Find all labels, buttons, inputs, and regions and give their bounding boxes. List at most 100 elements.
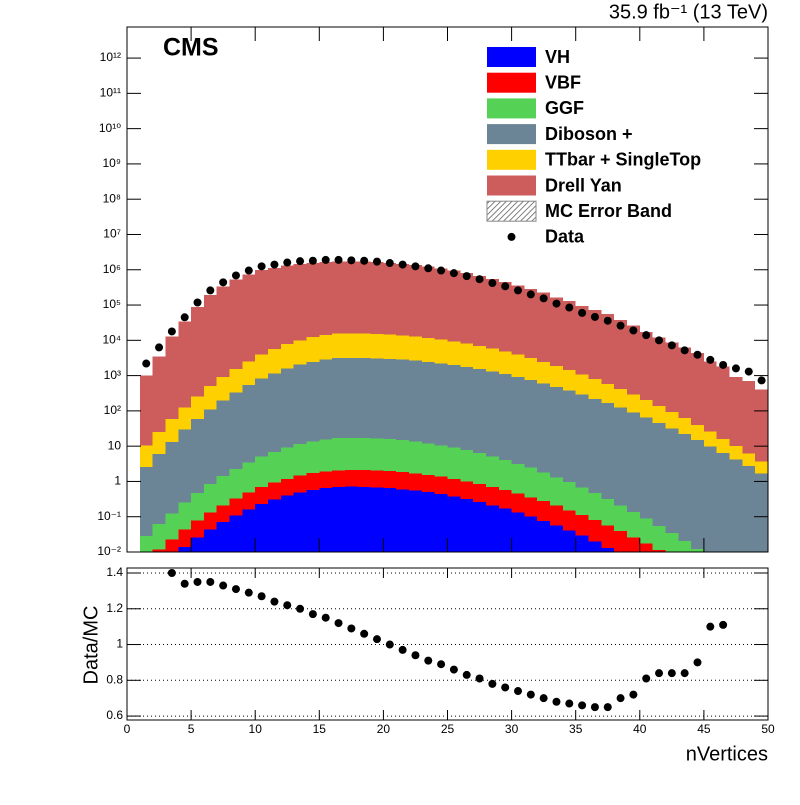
histogram-bar (216, 521, 230, 552)
ratio-point (578, 701, 587, 710)
ratio-point (655, 669, 664, 678)
histogram-bar (344, 486, 358, 552)
histogram-bar (485, 456, 499, 487)
histogram-bar (152, 549, 166, 552)
x-tick-label: 0 (124, 722, 131, 736)
histogram-bar (742, 466, 756, 552)
histogram-bar (691, 571, 704, 598)
histogram-bar (152, 432, 166, 454)
y-tick-label: 10⁻² (97, 544, 121, 558)
histogram-bar (716, 438, 730, 453)
histogram-bar (383, 439, 397, 472)
histogram-bar (139, 467, 153, 536)
histogram-bar (178, 429, 192, 503)
histogram-bar (704, 552, 717, 606)
histogram-bar (421, 443, 435, 475)
histogram-bar (473, 275, 486, 347)
histogram-bar (550, 386, 563, 478)
histogram-bar (575, 374, 589, 395)
histogram-bar (639, 518, 653, 544)
histogram-bar (409, 265, 422, 337)
histogram-bar (139, 375, 153, 446)
legend-label: VH (545, 47, 570, 67)
histogram-bar (152, 356, 166, 433)
histogram-bar (524, 497, 538, 517)
histogram-bar (434, 339, 448, 364)
legend-swatch (487, 98, 536, 119)
histogram-bar (280, 265, 294, 345)
histogram-bar (601, 547, 615, 552)
ratio-point (603, 703, 612, 712)
data-point (360, 256, 369, 265)
histogram-bar (562, 482, 576, 511)
ratio-point (167, 569, 176, 578)
histogram-bar (537, 501, 551, 522)
data-point (719, 360, 728, 369)
histogram-bar (639, 417, 653, 519)
x-tick-label: 50 (761, 722, 775, 736)
ratio-point (321, 613, 330, 622)
histogram-bar (691, 552, 704, 598)
legend-swatch (486, 200, 537, 222)
ratio-point (398, 645, 407, 654)
ratio-point (565, 699, 574, 708)
histogram-bar (191, 492, 204, 521)
data-point (706, 355, 715, 364)
ratio-point (424, 656, 433, 665)
data-point (744, 367, 753, 376)
histogram-bar (242, 274, 256, 362)
histogram-bar (383, 262, 397, 335)
y-tick-label: 0.8 (106, 672, 123, 686)
y-tick-label: 10¹² (100, 50, 121, 64)
histogram-bar (319, 335, 333, 360)
ratio-point (449, 665, 458, 674)
histogram-bar (691, 353, 704, 425)
legend-label: MC Error Band (545, 201, 672, 221)
histogram-bar (601, 499, 615, 526)
y-tick-label: 10³ (104, 368, 121, 382)
histogram-bar (550, 297, 563, 366)
data-point (385, 259, 394, 268)
histogram-bar (755, 592, 768, 610)
histogram-bar (370, 358, 384, 439)
ratio-point (667, 669, 676, 678)
histogram-bar (203, 484, 217, 513)
histogram-bar (216, 400, 230, 477)
data-point (616, 321, 625, 330)
histogram-bar (280, 447, 294, 479)
histogram-bar (280, 495, 294, 552)
histogram-bar (537, 472, 551, 502)
histogram-bar (306, 361, 320, 442)
data-point (526, 290, 535, 299)
histogram-bar (665, 428, 679, 534)
histogram-bar (588, 541, 602, 552)
histogram-bar (511, 463, 525, 494)
legend-label: Data (545, 227, 585, 247)
histogram-bar (242, 462, 256, 493)
y-tick-label: 1.2 (106, 601, 123, 615)
histogram-bar (332, 487, 345, 552)
ratio-point (719, 620, 728, 629)
histogram-bar (216, 476, 230, 506)
ratio-point (590, 703, 599, 712)
data-point (296, 257, 305, 266)
histogram-bar (203, 529, 217, 552)
ratio-point (616, 694, 625, 703)
histogram-bar (357, 437, 371, 471)
histogram-bar (588, 493, 602, 521)
histogram-bar (332, 358, 345, 439)
histogram-bar (447, 496, 461, 552)
ratio-point (244, 588, 253, 597)
histogram-bar (191, 396, 204, 420)
histogram-bar (626, 394, 640, 413)
histogram-bar (191, 307, 204, 397)
histogram-bar (447, 270, 461, 342)
histogram-bar (640, 552, 653, 567)
ratio-point (334, 619, 343, 628)
histogram-bar (473, 346, 486, 370)
histogram-bar (165, 513, 179, 540)
histogram-bar (255, 378, 269, 457)
y-tick-label: 10¹¹ (100, 86, 121, 100)
histogram-bar (165, 552, 178, 556)
histogram-bar (306, 441, 320, 474)
